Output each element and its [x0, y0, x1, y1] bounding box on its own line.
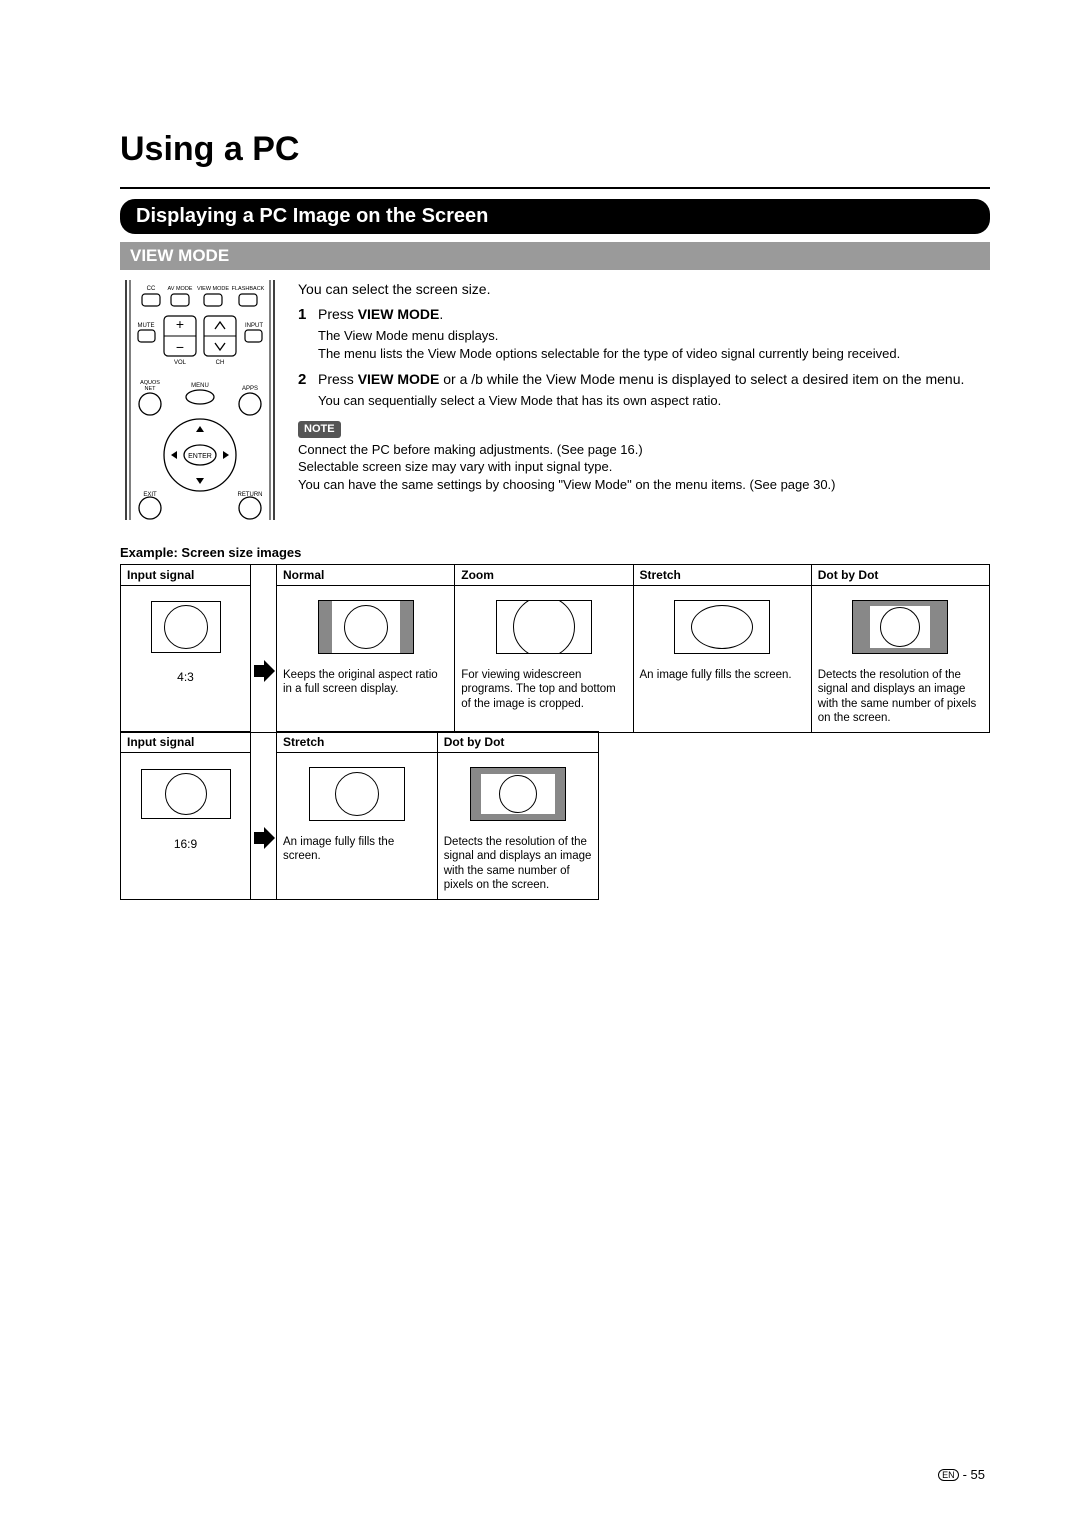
svg-text:+: + — [176, 316, 184, 332]
note-chip: NOTE — [298, 421, 341, 438]
svg-text:−: − — [176, 339, 184, 355]
svg-text:APPS: APPS — [242, 386, 258, 392]
page-title: Using a PC — [120, 130, 990, 169]
svg-text:INPUT: INPUT — [245, 323, 263, 329]
svg-text:CH: CH — [216, 360, 225, 366]
page-number: EN- 55 — [938, 1467, 985, 1482]
section-bar: Displaying a PC Image on the Screen — [120, 199, 990, 234]
step-2-detail: You can sequentially select a View Mode … — [318, 392, 990, 410]
cell-input-169: 16:9 — [121, 753, 251, 900]
svg-text:ENTER: ENTER — [188, 453, 212, 460]
th2-stretch: Stretch — [277, 732, 438, 753]
th2-dotbydot: Dot by Dot — [437, 732, 598, 753]
cell2-dotbydot: Detects the resolution of the signal and… — [437, 753, 598, 900]
title-rule — [120, 187, 990, 189]
arrow-icon — [251, 586, 277, 733]
cell-zoom: For viewing widescreen programs. The top… — [455, 586, 633, 733]
step-2: 2 Press VIEW MODE or a /b while the View… — [298, 370, 990, 390]
cell-input-43: 4:3 — [121, 586, 251, 733]
viewmode-label: VIEW MODE — [197, 286, 229, 292]
th2-input-signal: Input signal — [121, 732, 251, 753]
th-normal: Normal — [277, 565, 455, 586]
th-zoom: Zoom — [455, 565, 633, 586]
view-mode-table-1: Input signal Normal Zoom Stretch Dot by … — [120, 564, 990, 733]
th-input-signal: Input signal — [121, 565, 251, 586]
th-stretch: Stretch — [633, 565, 811, 586]
cell-normal: Keeps the original aspect ratio in a ful… — [277, 586, 455, 733]
sub-bar: VIEW MODE — [120, 242, 990, 270]
cc-label: CC — [147, 286, 156, 292]
cell-stretch: An image fully ﬁlls the screen. — [633, 586, 811, 733]
flashback-label: FLASHBACK — [232, 286, 265, 292]
view-mode-table-2: Input signal Stretch Dot by Dot 16:9 An … — [120, 731, 599, 900]
svg-text:MENU: MENU — [191, 383, 209, 389]
svg-text:NET: NET — [145, 386, 157, 392]
step-1-detail: The View Mode menu displays. The menu li… — [318, 327, 990, 362]
lead-text: You can select the screen size. — [298, 280, 990, 299]
avmode-label: AV MODE — [168, 286, 193, 292]
th-dotbydot: Dot by Dot — [811, 565, 989, 586]
cell-dotbydot: Detects the resolution of the signal and… — [811, 586, 989, 733]
svg-text:VOL: VOL — [174, 360, 187, 366]
example-title: Example: Screen size images — [120, 545, 990, 560]
remote-diagram: CC AV MODE VIEW MODE FLASHBACK MUTE + − … — [120, 280, 280, 525]
step-1: 1 Press VIEW MODE. — [298, 305, 990, 325]
arrow-icon — [251, 753, 277, 900]
note-lines: Connect the PC before making adjustments… — [298, 441, 990, 494]
svg-text:MUTE: MUTE — [138, 323, 155, 329]
intro-text: You can select the screen size. 1 Press … — [298, 280, 990, 525]
cell2-stretch: An image fully ﬁlls the screen. — [277, 753, 438, 900]
